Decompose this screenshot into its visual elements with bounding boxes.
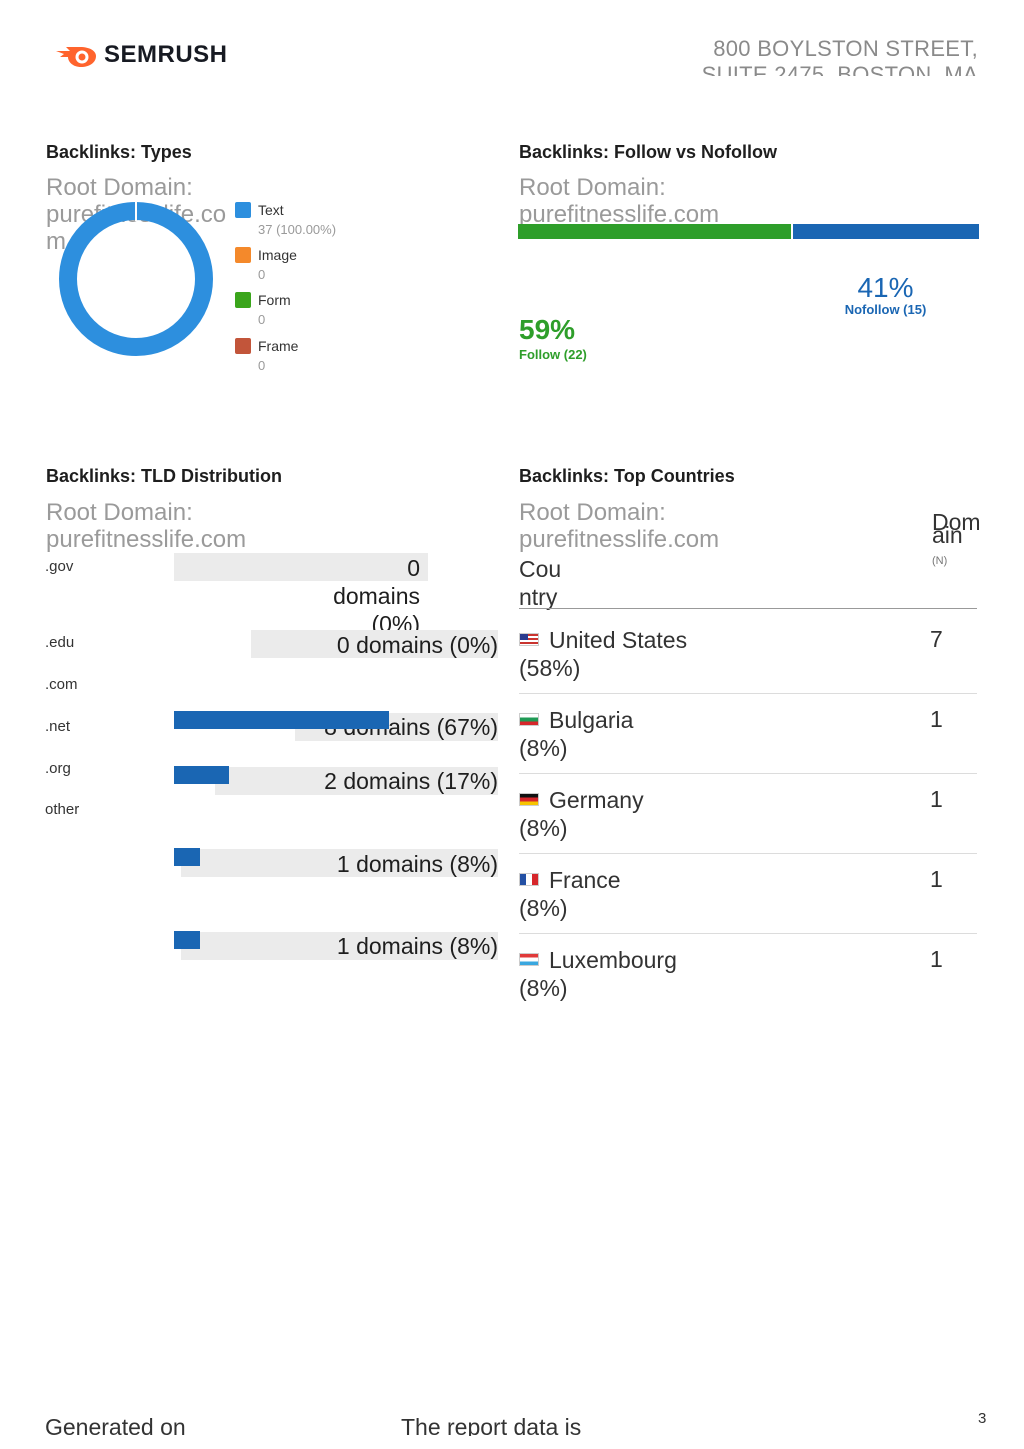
- semrush-flame-icon: [56, 47, 96, 67]
- countries-section-title: Backlinks: Top Countries: [519, 466, 735, 486]
- follow-root-domain: Root Domain: purefitnesslife.com: [519, 174, 819, 224]
- legend-name: Text: [258, 202, 284, 218]
- tld-bar-background: [251, 630, 498, 658]
- follow-bar-segment: [518, 224, 791, 239]
- country-name: France: [549, 867, 621, 893]
- legend-name: Frame: [258, 338, 299, 354]
- tld-bar-background: [181, 849, 498, 877]
- country-row-divider: [519, 693, 977, 694]
- country-domain-count: 1: [930, 786, 943, 812]
- tld-label: .edu: [45, 634, 75, 651]
- tld-bar-background: [181, 932, 498, 960]
- country-name: United States: [549, 627, 688, 653]
- country-percent: (58%): [519, 655, 581, 681]
- types-donut-chart: [59, 201, 213, 356]
- country-domain-count: 1: [930, 946, 943, 972]
- follow-ratio-bar: [518, 224, 979, 239]
- tld-label: .net: [45, 718, 71, 735]
- follow-section-title: Backlinks: Follow vs Nofollow: [519, 142, 778, 162]
- flag-de-icon: [519, 793, 539, 806]
- footer-report-note: The report data is: [401, 1414, 582, 1436]
- country-percent: (8%): [519, 975, 568, 1001]
- tld-bar-fill: [174, 931, 200, 949]
- tld-bar-label: 1 domains (8%): [336, 933, 498, 959]
- tld-bar-label: 0 domains (0%): [333, 555, 420, 637]
- semrush-logo: SEMRUSH: [54, 38, 228, 72]
- tld-bar-label: 0 domains (0%): [336, 632, 498, 658]
- legend-value: 0: [258, 267, 266, 282]
- domain-column-subheader: (N): [932, 555, 948, 567]
- flag-lu-icon: [519, 953, 539, 966]
- tld-root-label: Root Domain:: [46, 499, 193, 526]
- country-row: France (8%): [519, 866, 919, 922]
- tld-label: .org: [45, 760, 71, 777]
- nofollow-percent: 41%: [857, 272, 914, 303]
- countries-root-label: Root Domain:: [519, 499, 666, 526]
- legend-value: 0: [258, 358, 266, 373]
- legend-value: 37 (100.00%): [258, 222, 337, 237]
- nofollow-bar-segment: [793, 224, 979, 239]
- tld-bar-fill: [174, 848, 200, 866]
- tld-root-value: purefitnesslife.com: [46, 526, 247, 553]
- country-percent: (8%): [519, 895, 568, 921]
- logo-text: SEMRUSH: [104, 41, 228, 68]
- country-domain-count: 1: [930, 866, 943, 892]
- tld-label: .com: [45, 676, 78, 693]
- company-address: 800 BOYLSTON STREET, SUITE 2475, BOSTON,…: [701, 36, 978, 76]
- legend-value: 0: [258, 312, 266, 327]
- country-row-divider: [519, 773, 977, 774]
- types-section-title: Backlinks: Types: [46, 142, 192, 162]
- country-row-divider: [519, 853, 977, 854]
- tld-label: .gov: [45, 558, 74, 575]
- flag-bg-icon: [519, 713, 539, 726]
- country-domain-count: 7: [930, 626, 943, 652]
- country-row: Germany (8%): [519, 786, 919, 842]
- country-row: United States (58%): [519, 626, 919, 682]
- country-percent: (8%): [519, 815, 568, 841]
- country-row: Bulgaria (8%): [519, 706, 919, 762]
- legend-swatch: [235, 202, 251, 218]
- tld-bar-label: 1 domains (8%): [336, 851, 498, 877]
- follow-percent: 59%: [519, 314, 576, 345]
- tld-root-domain: Root Domain: purefitnesslife.com: [46, 499, 346, 553]
- country-name: Bulgaria: [549, 707, 634, 733]
- nofollow-label: Nofollow (15): [844, 302, 927, 317]
- footer-generated-on: Generated on: [45, 1414, 186, 1436]
- country-name: Luxembourg: [549, 947, 677, 973]
- countries-root-domain: Root Domain: purefitnesslife.com: [519, 499, 819, 553]
- tld-bar-fill: [174, 766, 229, 784]
- types-root-label: Root Domain:: [46, 174, 193, 201]
- tld-section-title: Backlinks: TLD Distribution: [46, 466, 283, 486]
- follow-label: Follow (22): [519, 347, 587, 362]
- legend-name: Form: [258, 292, 291, 308]
- domain-column-header: Domain: [932, 509, 981, 548]
- tld-bar-fill: [174, 711, 389, 729]
- tld-label: other: [45, 801, 80, 818]
- legend-name: Image: [258, 247, 297, 263]
- donut-slice-text: [59, 202, 213, 356]
- country-domain-count: 1: [930, 706, 943, 732]
- flag-us-icon: [519, 633, 539, 646]
- country-name: Germany: [549, 787, 644, 813]
- country-row: Luxembourg (8%): [519, 946, 919, 1002]
- tld-bar-background: [215, 767, 498, 795]
- legend-swatch: [235, 292, 251, 308]
- follow-root-label: Root Domain:: [519, 174, 666, 201]
- legend-swatch: [235, 338, 251, 354]
- page-number: 3: [978, 1410, 987, 1427]
- legend-swatch: [235, 247, 251, 263]
- country-column-header: Country: [519, 556, 562, 610]
- country-percent: (8%): [519, 735, 568, 761]
- country-row-divider: [519, 933, 977, 934]
- flag-fr-icon: [519, 873, 539, 886]
- countries-root-value: purefitnesslife.com: [519, 526, 720, 553]
- follow-root-value: purefitnesslife.com: [519, 201, 720, 224]
- countries-header-divider: [519, 608, 977, 609]
- tld-bar-background: [174, 553, 428, 581]
- tld-bar-label: 2 domains (17%): [324, 768, 498, 794]
